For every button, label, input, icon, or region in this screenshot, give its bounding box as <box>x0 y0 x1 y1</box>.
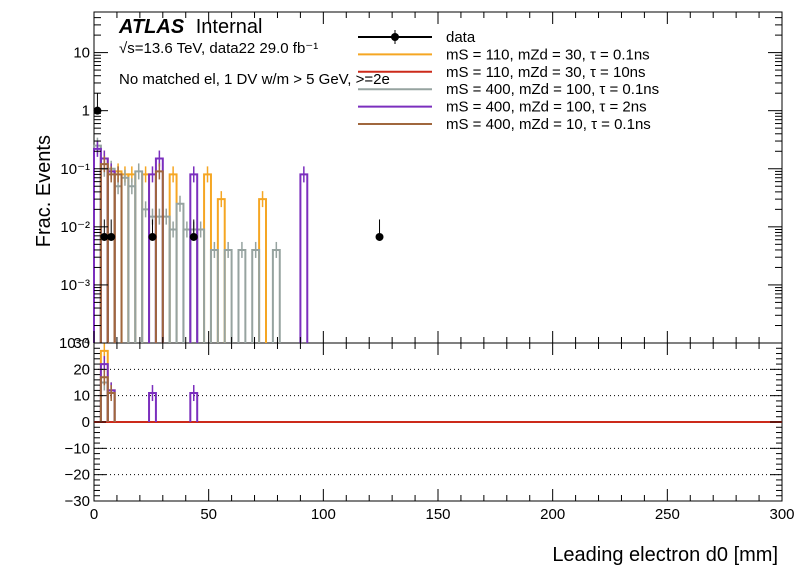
main-bar <box>99 157 109 343</box>
data-point <box>375 232 384 241</box>
data-point <box>107 232 116 241</box>
main-bar <box>106 170 116 343</box>
main-y-tick-label: 1 <box>82 103 90 120</box>
main-bar <box>120 173 130 343</box>
main-y-tick-label: 10 <box>73 45 90 62</box>
legend-marker <box>391 33 399 41</box>
main-bar <box>189 173 199 343</box>
main-bar <box>251 248 261 343</box>
x-tick-label: 250 <box>655 506 680 523</box>
main-bar <box>189 228 199 343</box>
main-bar <box>168 228 178 343</box>
main-bar <box>148 173 157 343</box>
ratio-histograms <box>99 342 199 422</box>
data-point <box>189 232 198 241</box>
legend-label: mS = 110, mZd = 30, τ = 0.1ns <box>446 46 650 63</box>
main-bar <box>209 248 219 343</box>
selection-label: No matched el, 1 DV w/m > 5 GeV, >=2e <box>119 71 390 88</box>
x-axis-label: Leading electron d0 [mm] <box>552 544 778 566</box>
main-bar <box>113 170 123 343</box>
main-bar <box>154 170 164 343</box>
main-bar <box>113 185 123 343</box>
x-ticks: 0 50 100 150 200 250 300 <box>90 12 795 523</box>
main-bar <box>134 170 144 343</box>
data-markers <box>93 93 384 241</box>
ratio-y-ticks: −30 −20 −10 0 10 20 30 <box>65 335 782 510</box>
main-bar <box>127 173 137 343</box>
main-y-ticks: 10⁻⁴ 10⁻³ 10⁻² 10⁻¹ 1 10 <box>59 11 782 352</box>
main-bar <box>99 167 109 343</box>
main-y-tick-label: 10⁻⁴ <box>59 335 90 352</box>
x-tick-label: 300 <box>769 506 794 523</box>
main-bar <box>182 228 192 343</box>
energy-lumi-label: √s=13.6 TeV, data22 29.0 fb⁻¹ <box>119 40 318 57</box>
main-bar <box>106 173 116 343</box>
x-tick-label: 200 <box>540 506 565 523</box>
main-bar <box>141 173 151 343</box>
atlas-internal: Internal <box>196 16 263 38</box>
main-bar <box>223 248 233 343</box>
ratio-y-tick-label: 30 <box>73 335 90 352</box>
ratio-grid <box>94 368 782 476</box>
atlas-bold: ATLAS <box>118 16 185 38</box>
ratio-y-tick-label: −30 <box>65 493 90 510</box>
main-bar <box>106 170 116 343</box>
legend-label: mS = 400, mZd = 100, τ = 2ns <box>446 99 647 116</box>
ratio-y-tick-label: 10 <box>73 388 90 405</box>
main-bar <box>99 163 109 343</box>
main-bar <box>127 185 137 343</box>
main-bar <box>168 173 178 343</box>
main-y-tick-label: 10⁻² <box>60 219 90 236</box>
data-point <box>148 232 157 241</box>
main-bar <box>113 173 123 343</box>
data-point <box>100 232 109 241</box>
ratio-y-tick-label: −20 <box>65 467 90 484</box>
main-bar <box>175 202 185 343</box>
main-bar <box>258 198 267 343</box>
y-axis-label: Frac. Events <box>33 135 55 247</box>
x-tick-label: 100 <box>311 506 336 523</box>
main-bar <box>203 173 212 343</box>
main-bar <box>120 176 130 343</box>
main-bar <box>154 215 164 343</box>
atlas-title: ATLAS Internal <box>118 16 262 38</box>
main-histograms <box>93 137 309 343</box>
legend-label: mS = 400, mZd = 10, τ = 0.1ns <box>446 116 651 133</box>
main-bar <box>216 198 226 343</box>
x-tick-label: 150 <box>425 506 450 523</box>
ratio-y-tick-label: 20 <box>73 361 90 378</box>
main-bar <box>161 215 171 343</box>
main-y-tick-label: 10⁻¹ <box>60 161 90 178</box>
ratio-y-tick-label: −10 <box>65 440 90 457</box>
x-tick-label: 50 <box>200 506 217 523</box>
legend-label: mS = 400, mZd = 100, τ = 0.1ns <box>446 81 659 98</box>
legend-label: mS = 110, mZd = 30, τ = 10ns <box>446 64 646 81</box>
main-bar <box>99 157 109 343</box>
main-bar <box>141 208 151 343</box>
main-bar <box>196 228 206 343</box>
main-bar <box>271 248 281 343</box>
main-bar <box>299 173 309 343</box>
main-bar <box>154 157 164 343</box>
x-tick-label: 0 <box>90 506 98 523</box>
main-bar <box>237 248 247 343</box>
main-bar <box>106 167 116 343</box>
main-y-tick-label: 10⁻³ <box>60 277 90 294</box>
legend-label: data <box>446 29 476 46</box>
ratio-y-tick-label: 0 <box>82 414 90 431</box>
